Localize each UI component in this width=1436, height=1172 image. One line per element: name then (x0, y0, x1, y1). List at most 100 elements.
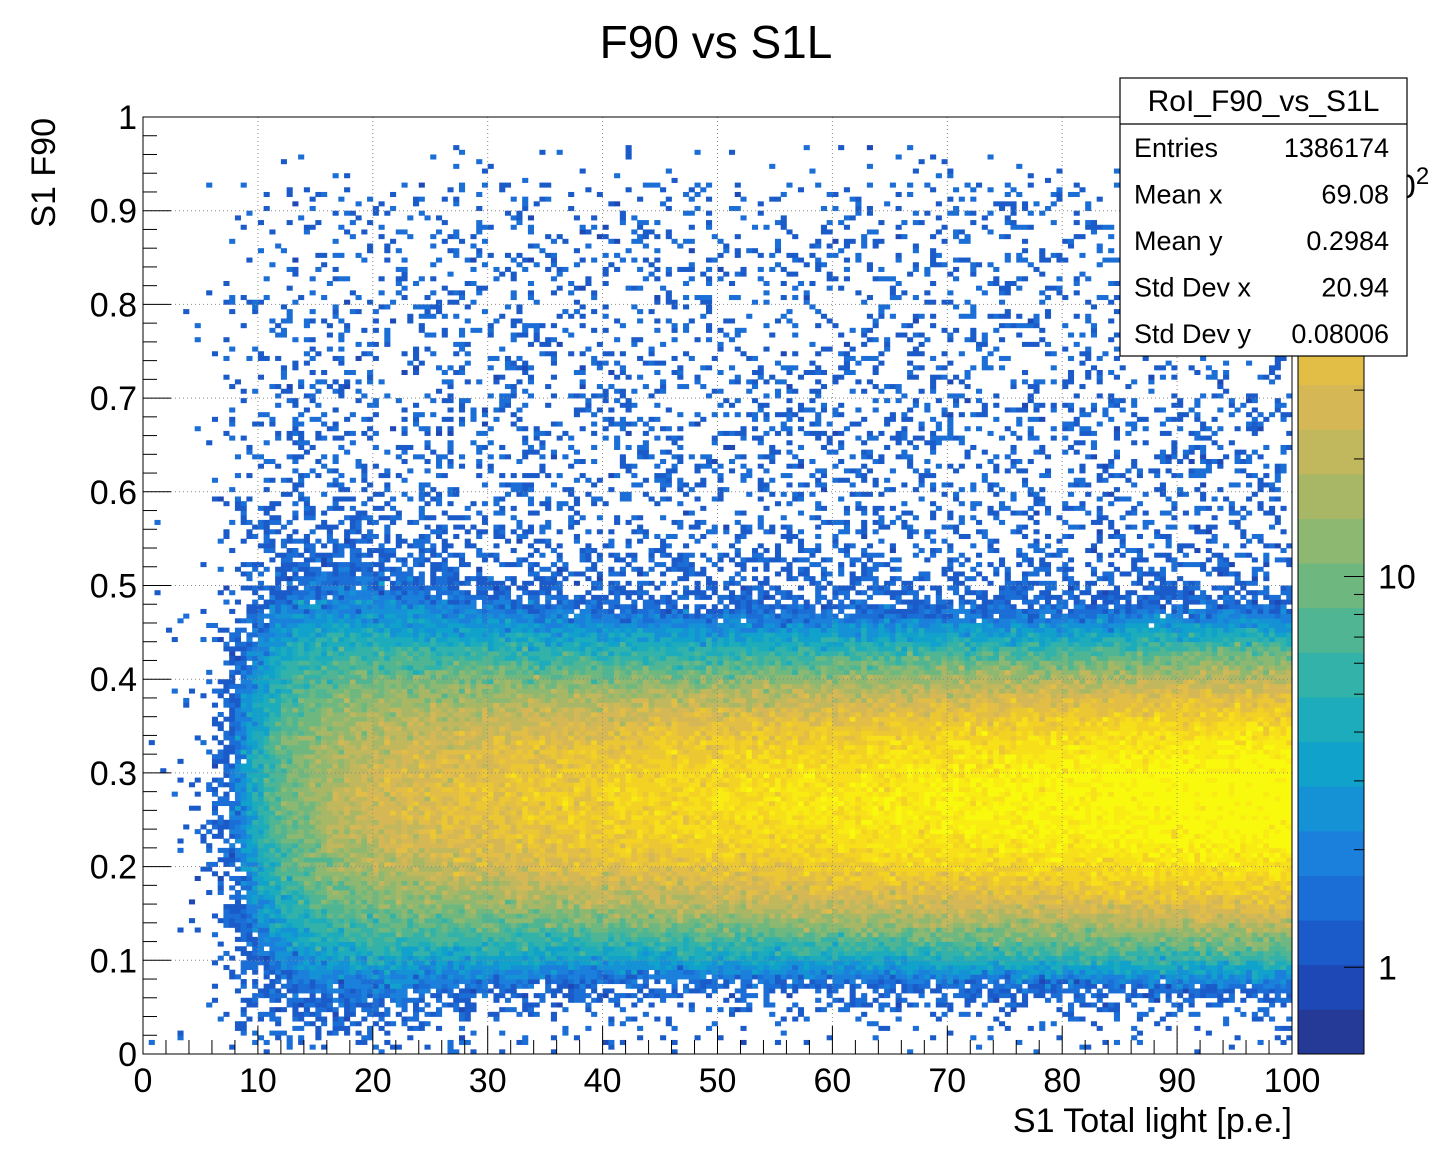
heatmap-cell (309, 847, 316, 853)
heatmap-cell (441, 918, 448, 924)
heatmap-cell (338, 950, 345, 956)
heatmap-cell (315, 646, 322, 652)
heatmap-cell (458, 918, 466, 924)
heatmap-cell (292, 604, 299, 610)
heatmap-cell (275, 332, 282, 338)
heatmap-cell (338, 894, 345, 900)
heatmap-cell (269, 716, 276, 722)
heatmap-cell (338, 927, 345, 933)
heatmap-cell (436, 875, 443, 881)
heatmap-cell (332, 613, 339, 619)
heatmap-cell (355, 660, 362, 666)
heatmap-cell (332, 679, 339, 685)
heatmap-cell (436, 960, 443, 966)
heatmap-cell (257, 693, 264, 699)
heatmap-cell (441, 697, 448, 703)
heatmap-cell (390, 927, 397, 933)
heatmap-cell (470, 796, 477, 802)
heatmap-cell (395, 786, 402, 792)
heatmap-cell (464, 908, 471, 914)
heatmap-cell (441, 964, 448, 971)
heatmap-cell (344, 384, 351, 390)
heatmap-cell (321, 435, 328, 441)
heatmap-cell (240, 969, 247, 975)
heatmap-cell (441, 1002, 448, 1008)
heatmap-cell (418, 941, 425, 947)
heatmap-cell (223, 964, 230, 971)
heatmap-cell (286, 1044, 293, 1050)
heatmap-cell (401, 702, 408, 708)
heatmap-cell (378, 735, 385, 741)
heatmap-cell (436, 927, 443, 933)
heatmap-cell (344, 950, 351, 956)
heatmap-cell (424, 735, 431, 741)
heatmap-cell (246, 641, 253, 647)
heatmap-cell (447, 782, 454, 788)
heatmap-cell (211, 791, 219, 797)
heatmap-cell (257, 641, 264, 647)
heatmap-cell (418, 702, 425, 708)
heatmap-cell (252, 782, 259, 788)
heatmap-cell (246, 693, 253, 699)
heatmap-cell (470, 875, 477, 881)
heatmap-cell (378, 904, 385, 910)
heatmap-cell (384, 548, 391, 554)
heatmap-cell (384, 983, 391, 989)
heatmap-cell (349, 576, 356, 582)
heatmap-cell (458, 688, 466, 694)
heatmap-cell (332, 590, 339, 596)
heatmap-cell (200, 824, 207, 830)
heatmap-cell (367, 1011, 374, 1017)
heatmap-cell (344, 866, 351, 872)
heatmap-cell (269, 683, 276, 689)
heatmap-cell (246, 796, 253, 802)
heatmap-cell (361, 538, 368, 544)
heatmap-cell (332, 637, 339, 643)
heatmap-cell (246, 533, 253, 539)
heatmap-cell (395, 248, 402, 254)
heatmap-cell (464, 726, 471, 732)
heatmap-cell (286, 622, 293, 629)
heatmap-cell (263, 604, 270, 610)
heatmap-cell (418, 918, 425, 924)
heatmap-cell (424, 313, 431, 319)
heatmap-cell (303, 510, 310, 516)
heatmap-cell (349, 440, 356, 446)
heatmap-cell (378, 740, 385, 746)
heatmap-cell (384, 688, 391, 694)
heatmap-cell (361, 950, 368, 956)
heatmap-cell (298, 847, 305, 853)
heatmap-cell (464, 927, 471, 933)
heatmap-cell (430, 683, 437, 689)
heatmap-cell (298, 838, 305, 844)
heatmap-cell (309, 894, 316, 900)
heatmap-cell (344, 946, 351, 952)
heatmap-cell (436, 697, 443, 703)
heatmap-cell (424, 838, 431, 844)
heatmap-cell (418, 960, 425, 966)
heatmap-cell (338, 749, 345, 755)
heatmap-cell (384, 810, 391, 816)
heatmap-cell (234, 707, 242, 713)
heatmap-cell (246, 880, 253, 886)
heatmap-cell (252, 913, 259, 919)
heatmap-cell (332, 627, 339, 633)
heatmap-cell (372, 805, 379, 811)
heatmap-cell (217, 885, 224, 891)
heatmap-cell (458, 646, 466, 652)
heatmap-cell (430, 875, 437, 881)
heatmap-cell (453, 885, 460, 891)
heatmap-cell (441, 904, 448, 910)
heatmap-cell (413, 922, 420, 928)
heatmap-cell (390, 979, 397, 985)
heatmap-cell (321, 955, 328, 961)
heatmap-cell (321, 618, 328, 624)
heatmap-cell (303, 801, 310, 807)
heatmap-cell (378, 1016, 385, 1022)
heatmap-cell (464, 730, 471, 736)
heatmap-cell (424, 861, 431, 867)
heatmap-cell (240, 740, 247, 746)
heatmap-cell (252, 712, 259, 718)
heatmap-cell (378, 997, 385, 1003)
heatmap-cell (217, 833, 224, 839)
